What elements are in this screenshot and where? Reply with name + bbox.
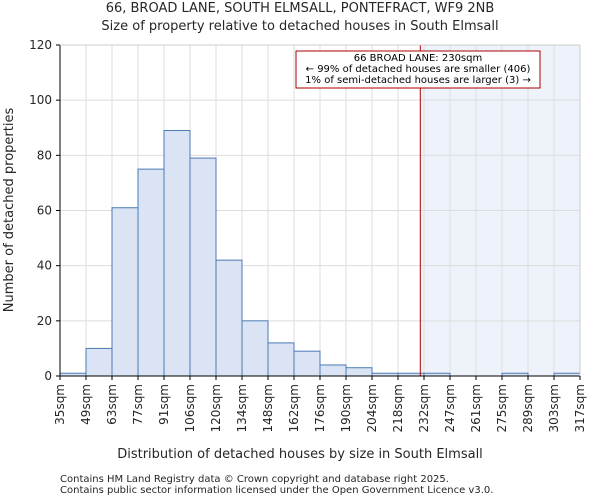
annotation-border <box>295 50 541 89</box>
x-tick-label: 289sqm <box>521 384 535 432</box>
y-tick-label: 40 <box>37 259 52 273</box>
bar-63sqm <box>111 207 139 377</box>
bar-120sqm <box>215 259 243 377</box>
annotation-box: 66 BROAD LANE: 230sqm ← 99% of detached … <box>295 50 541 89</box>
bar-176sqm <box>319 364 347 377</box>
bar-49sqm <box>85 347 113 377</box>
bar-77sqm <box>137 168 165 377</box>
x-axis-label: Distribution of detached houses by size … <box>117 447 483 462</box>
x-tick-label: 63sqm <box>105 384 119 425</box>
x-tick-label: 162sqm <box>287 384 301 432</box>
x-tick-label: 261sqm <box>469 384 483 432</box>
bar-106sqm <box>189 157 217 377</box>
x-tick-label: 49sqm <box>79 384 93 425</box>
x-tick-label: 275sqm <box>495 384 509 432</box>
x-tick-label: 77sqm <box>131 384 145 425</box>
x-tick-label: 148sqm <box>261 384 275 432</box>
x-tick-label: 204sqm <box>365 384 379 432</box>
x-tick-label: 35sqm <box>53 384 67 425</box>
x-tick-label: 232sqm <box>417 384 431 432</box>
footer-line-1: Contains HM Land Registry data © Crown c… <box>60 474 449 485</box>
annotation-line-3: 1% of semi-detached houses are larger (3… <box>305 75 531 86</box>
y-tick-label: 20 <box>37 314 52 328</box>
x-tick-label: 247sqm <box>443 384 457 432</box>
y-tick-label: 120 <box>29 38 52 52</box>
x-tick-label: 120sqm <box>209 384 223 432</box>
y-tick-label: 60 <box>37 204 52 218</box>
bar-91sqm <box>163 130 191 377</box>
x-tick-label: 218sqm <box>391 384 405 432</box>
chart-title: 66, BROAD LANE, SOUTH ELMSALL, PONTEFRAC… <box>106 1 495 16</box>
chart-subtitle: Size of property relative to detached ho… <box>101 19 498 34</box>
footer-line-2: Contains public sector information licen… <box>60 485 493 496</box>
x-tick-label: 106sqm <box>183 384 197 432</box>
annotation-line-2: ← 99% of detached houses are smaller (40… <box>306 64 531 75</box>
annotation-line-1: 66 BROAD LANE: 230sqm <box>354 53 483 64</box>
x-tick-label: 303sqm <box>547 384 561 432</box>
x-tick-label: 190sqm <box>339 384 353 432</box>
x-tick-label: 134sqm <box>235 384 249 432</box>
x-tick-label: 91sqm <box>157 384 171 425</box>
y-tick-label: 100 <box>29 93 52 107</box>
y-tick-label: 0 <box>44 369 52 383</box>
bar-162sqm <box>293 350 321 377</box>
x-tick-label: 317sqm <box>573 384 587 432</box>
bar-190sqm <box>345 367 373 377</box>
bar-148sqm <box>267 342 295 377</box>
y-tick-label: 80 <box>37 148 52 162</box>
y-axis-label: Number of detached properties <box>2 108 17 313</box>
bar-134sqm <box>241 320 269 377</box>
x-tick-label: 176sqm <box>313 384 327 432</box>
